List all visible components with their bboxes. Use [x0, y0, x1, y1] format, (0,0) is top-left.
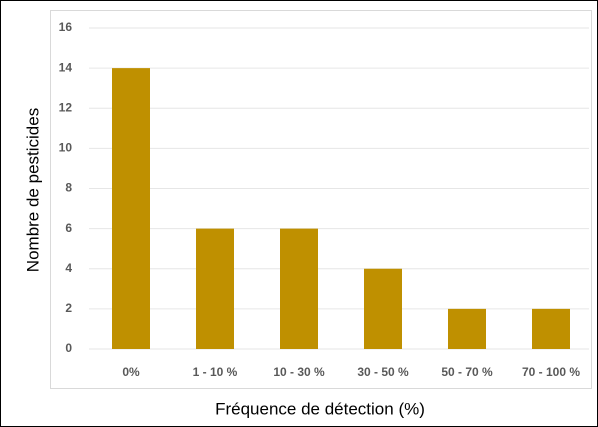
y-tick-label: 14	[59, 60, 73, 74]
bar	[112, 68, 150, 349]
y-tick-label: 2	[65, 301, 72, 315]
bar	[364, 268, 402, 349]
x-tick-label: 30 - 50 %	[357, 365, 409, 379]
plot-frame	[50, 10, 592, 389]
bar	[532, 308, 570, 349]
y-axis-title: Nombre de pesticides	[23, 108, 42, 272]
bar	[448, 308, 486, 349]
x-tick-label: 50 - 70 %	[441, 365, 493, 379]
y-tick-label: 8	[65, 181, 72, 195]
y-tick-label: 0	[65, 341, 72, 355]
x-tick-label: 70 - 100 %	[522, 365, 580, 379]
bar	[196, 228, 234, 349]
x-tick-label: 1 - 10 %	[193, 365, 238, 379]
y-tick-label: 10	[59, 141, 73, 155]
y-tick-label: 4	[65, 261, 72, 275]
y-tick-label: 6	[65, 221, 72, 235]
y-tick-label: 12	[59, 100, 73, 114]
y-tick-label: 16	[59, 20, 73, 34]
x-axis-title: Fréquence de détection (%)	[215, 399, 425, 418]
x-tick-label: 0%	[122, 365, 140, 379]
x-tick-label: 10 - 30 %	[273, 365, 325, 379]
bar	[280, 228, 318, 349]
